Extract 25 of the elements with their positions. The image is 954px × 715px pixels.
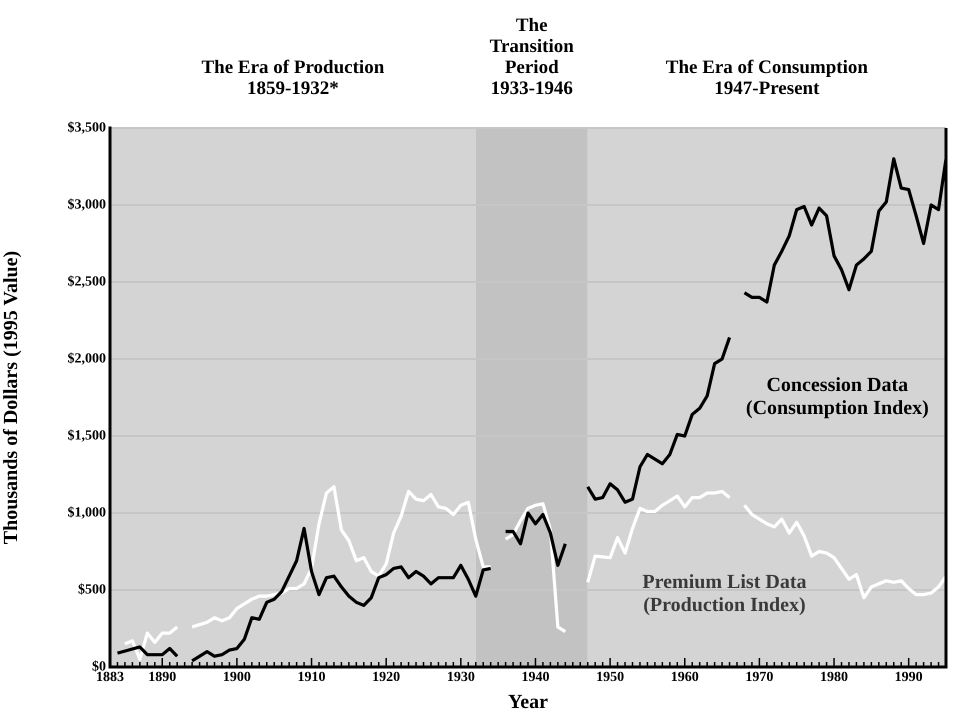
x-tick-label: 1940 <box>521 670 550 686</box>
band-label: The Era of Consumption 1947-Present <box>666 57 868 99</box>
x-tick-label: 1970 <box>745 670 774 686</box>
x-tick-label: 1900 <box>222 670 251 686</box>
band-label: The Transition Period 1933-1946 <box>490 15 574 99</box>
y-axis-title: Thousands of Dollars (1995 Value) <box>0 250 22 544</box>
y-tick-label: $2,500 <box>68 274 106 290</box>
y-tick-label: $2,000 <box>68 352 106 367</box>
x-tick-label: 1950 <box>596 670 624 686</box>
y-tick-label: $1,000 <box>68 506 106 521</box>
y-tick-label: $1,500 <box>68 428 106 444</box>
x-tick-label: 1960 <box>670 670 699 686</box>
x-axis-title: Year <box>508 691 548 714</box>
series-label: Premium List Data (Production Index) <box>642 570 806 616</box>
x-tick-label: 1990 <box>894 670 923 686</box>
x-tick-label: 1980 <box>820 670 848 686</box>
x-tick-label: 1920 <box>372 670 400 686</box>
y-tick-label: $500 <box>78 582 106 598</box>
x-tick-label: 1910 <box>298 670 326 686</box>
band-label: The Era of Production 1859-1932* <box>201 57 385 99</box>
x-tick-label: 1890 <box>148 670 176 686</box>
y-tick-label: $3,000 <box>68 198 106 213</box>
series-label: Concession Data (Consumption Index) <box>746 374 929 420</box>
y-tick-label: $3,500 <box>68 120 106 136</box>
x-tick-label: 1930 <box>446 670 475 686</box>
